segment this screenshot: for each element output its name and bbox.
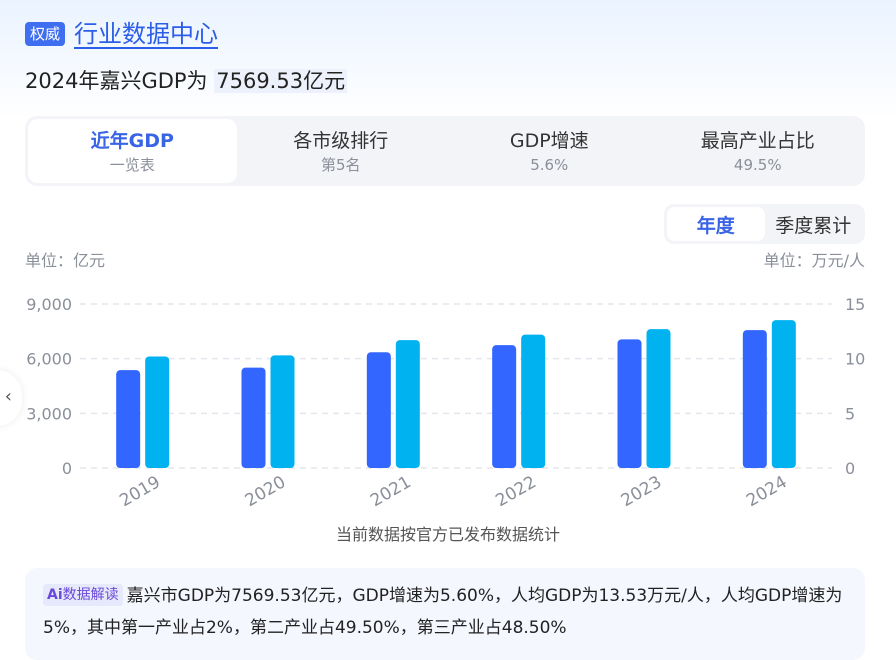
bar-gdp-per-capita (145, 356, 170, 468)
bar-gdp (241, 367, 266, 468)
tab-top-industry-share[interactable]: 最高产业占比 49.5% (654, 119, 863, 183)
x-tick-label: 2023 (618, 472, 665, 511)
bar-gdp-per-capita (270, 355, 295, 468)
tab-label: 近年GDP (90, 129, 174, 152)
bar-gdp (617, 339, 642, 468)
bar-gdp-per-capita (771, 320, 796, 468)
bar-gdp-per-capita (521, 334, 546, 468)
side-collapse-handle[interactable]: ‹ (0, 370, 22, 426)
y-right-tick-label: 10 (845, 350, 865, 369)
x-tick-label: 2022 (492, 472, 539, 511)
gdp-bar-chart: 9,000 6,000 3,000 0 15 10 5 0 2019 2020 2021 2022 20… (26, 295, 865, 511)
y-left-tick-label: 6,000 (26, 350, 72, 369)
tab-sub: 一览表 (109, 155, 155, 174)
ai-interpretation: Ai数据解读 嘉兴市GDP为7569.53亿元，GDP增速为5.60%，人均GDP… (25, 568, 865, 660)
y-right-tick-label: 0 (845, 459, 855, 478)
header: 权威 行业数据中心 (25, 18, 218, 50)
headline-value: 7569.53亿元 (214, 69, 348, 93)
authority-badge: 权威 (25, 22, 66, 46)
tab-city-ranking[interactable]: 各市级排行 第5名 (237, 119, 446, 183)
tab-label: 最高产业占比 (700, 129, 815, 152)
metric-tabs: 近年GDP 一览表 各市级排行 第5名 GDP增速 5.6% 最高产业占比 49… (25, 116, 865, 186)
toggle-quarterly[interactable]: 季度累计 (775, 214, 852, 237)
toggle-annual[interactable]: 年度 (667, 207, 765, 241)
y-left-tick-label: 0 (62, 459, 72, 478)
tab-recent-gdp[interactable]: 近年GDP 一览表 (28, 119, 237, 183)
tab-sub: 49.5% (733, 155, 782, 174)
tab-gdp-growth[interactable]: GDP增速 5.6% (445, 119, 654, 183)
x-tick-label: 2024 (743, 472, 790, 511)
bar-gdp (742, 330, 767, 468)
headline-prefix: 2024年嘉兴GDP为 (25, 69, 215, 93)
ai-text: 嘉兴市GDP为7569.53亿元，GDP增速为5.60%，人均GDP为13.53… (43, 586, 843, 638)
data-center-link[interactable]: 行业数据中心 (74, 20, 219, 48)
chevron-left-icon: ‹ (4, 386, 12, 407)
tab-label: GDP增速 (509, 129, 589, 152)
unit-left: 单位：亿元 (25, 251, 106, 270)
y-right-tick-label: 5 (845, 404, 855, 423)
x-tick-label: 2019 (116, 472, 163, 511)
page-headline: 2024年嘉兴GDP为 7569.53亿元 (25, 66, 348, 96)
y-right-tick-label: 15 (845, 295, 865, 314)
ai-icon: Ai (47, 587, 63, 603)
bar-gdp (366, 352, 391, 468)
tab-sub: 第5名 (320, 155, 361, 174)
x-tick-label: 2020 (242, 472, 289, 511)
unit-right: 单位：万元/人 (763, 251, 865, 270)
tab-label: 各市级排行 (293, 129, 389, 152)
tab-sub: 5.6% (530, 155, 569, 174)
bar-gdp (492, 345, 517, 468)
ai-tag-label: 数据解读 (62, 587, 119, 603)
period-toggle: 年度 季度累计 (664, 204, 865, 244)
data-source-note: 当前数据按官方已发布数据统计 (335, 525, 560, 544)
y-left-tick-label: 9,000 (26, 295, 72, 314)
bar-gdp (116, 370, 141, 468)
bar-gdp-per-capita (395, 340, 420, 468)
bar-gdp-per-capita (646, 329, 671, 468)
y-left-tick-label: 3,000 (26, 404, 72, 423)
x-tick-label: 2021 (367, 472, 414, 511)
ai-tag: Ai数据解读 (43, 584, 123, 606)
